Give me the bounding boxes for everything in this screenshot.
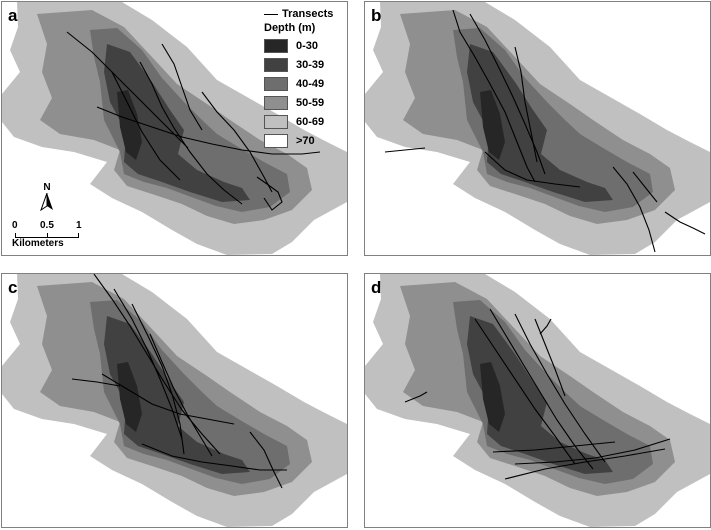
scale-tick-label: 0.5: [40, 220, 54, 231]
transect-line: [632, 171, 658, 203]
north-arrow: N: [37, 182, 57, 214]
depth-contour-4: [117, 362, 142, 432]
transect-line: [474, 318, 576, 465]
depth-map: [365, 274, 710, 527]
transect-line: [256, 176, 283, 211]
legend-item-label: 30-39: [296, 58, 325, 71]
transect-line: [492, 441, 616, 453]
transect-line: [514, 313, 606, 463]
legend-item: 60-69: [264, 113, 344, 130]
transect-lines: [71, 274, 287, 489]
depth-contour-3: [467, 316, 613, 474]
transect-line: [111, 71, 181, 181]
legend-item-label: 40-49: [296, 77, 325, 90]
transect-line: [504, 448, 666, 480]
transect-line: [534, 318, 566, 397]
transect-line: [384, 147, 426, 153]
panel-label: d: [371, 278, 382, 297]
depth-contour-4: [117, 90, 142, 160]
transect-line-symbol: [264, 13, 278, 15]
transect-line: [71, 378, 121, 387]
legend-item: >70: [264, 132, 344, 149]
scale-tick-label: 1: [76, 220, 82, 231]
transect-line: [404, 391, 428, 403]
depth-contour-4: [480, 362, 505, 432]
bathymetry-layers: [365, 274, 710, 527]
transect-line: [664, 211, 706, 235]
legend-swatch: [264, 57, 288, 72]
transect-line: [141, 443, 287, 471]
legend-item-label: 50-59: [296, 96, 325, 109]
legend-item-label: >70: [296, 134, 315, 147]
north-arrow-icon: [40, 192, 53, 212]
transect-line: [249, 431, 283, 489]
legend-item: 50-59: [264, 94, 344, 111]
transect-line: [113, 288, 183, 440]
transect-line: [452, 9, 536, 183]
map-panel-d: d: [364, 273, 711, 528]
legend-item: 0-30: [264, 37, 344, 54]
map-panel-c: c: [1, 273, 348, 528]
transect-line: [149, 333, 213, 457]
legend-transects-label: Transects: [282, 8, 334, 20]
transect-line: [612, 166, 656, 253]
scale-tick-label: 0: [12, 220, 18, 231]
scale-bar: 0 0.5 1 Kilometers: [12, 220, 102, 249]
map-panel-a: a Transects Depth (m) 0-30 30-39 40-49 5…: [1, 1, 348, 256]
north-label: N: [43, 182, 51, 193]
transect-line: [139, 61, 243, 205]
legend-item-label: 60-69: [296, 115, 325, 128]
legend-depth-title: Depth (m): [264, 22, 316, 34]
transect-line: [101, 373, 235, 425]
depth-map: [365, 2, 710, 255]
depth-contour-3: [467, 44, 613, 202]
legend-swatch: [264, 133, 288, 148]
depth-map: [2, 2, 347, 255]
panel-label: a: [8, 6, 18, 25]
transect-lines: [404, 308, 671, 480]
transect-line: [131, 303, 185, 455]
transect-line: [484, 151, 581, 188]
transect-line: [514, 46, 538, 163]
legend-item-label: 0-30: [296, 39, 319, 52]
transect-lines: [384, 9, 706, 253]
transect-line: [161, 43, 203, 131]
scale-bar-line: [15, 232, 79, 238]
map-panel-b: b: [364, 1, 711, 256]
transect-lines: [66, 31, 321, 211]
panel-label: c: [8, 278, 18, 297]
legend-swatch: [264, 76, 288, 91]
legend-swatch: [264, 95, 288, 110]
transect-line: [514, 438, 671, 465]
transect-line: [539, 318, 552, 335]
transect-line: [469, 13, 546, 175]
bathymetry-layers: [2, 274, 347, 527]
scale-unit: Kilometers: [12, 238, 64, 249]
transect-line: [201, 91, 273, 193]
legend-swatch: [264, 114, 288, 129]
legend-item: 40-49: [264, 75, 344, 92]
legend-transect-entry: Transects: [264, 8, 344, 20]
depth-map: [2, 274, 347, 527]
depth-contour-3: [104, 44, 250, 202]
depth-contour-4: [480, 90, 505, 160]
legend-item: 30-39: [264, 56, 344, 73]
bathymetry-layers: [365, 2, 710, 255]
transect-line: [66, 31, 189, 149]
legend-swatch: [264, 38, 288, 53]
scale-tick-labels: 0 0.5 1: [12, 220, 102, 232]
panel-label: b: [371, 6, 382, 25]
map-legend: Transects Depth (m) 0-30 30-39 40-49 50-…: [264, 8, 344, 151]
transect-line: [96, 106, 321, 155]
